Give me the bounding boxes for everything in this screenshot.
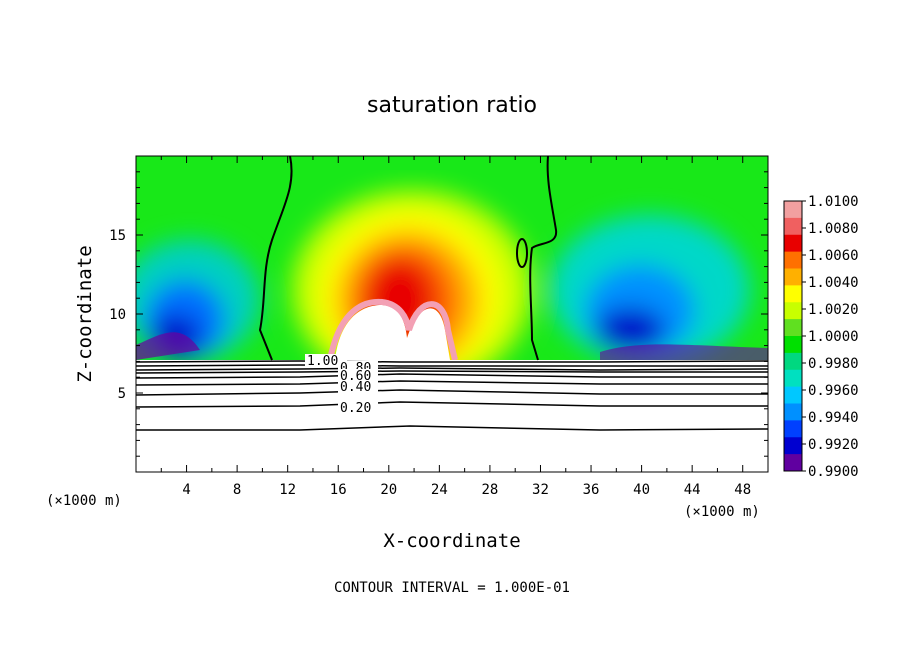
colorbar-segment [784, 369, 802, 388]
colorbar-label: 1.0100 [808, 194, 859, 210]
colorbar-segment [784, 403, 802, 421]
x-unit-right: (×1000 m) [684, 504, 760, 520]
colorbar-segment [784, 234, 802, 253]
colorbar: 1.0100 1.0080 1.0060 1.0040 1.0020 1.0000 0.99… [783, 194, 859, 480]
x-tick-label: 4 [182, 482, 190, 498]
colorbar-label: 0.9960 [808, 383, 859, 399]
contour-label-1: 1.00 [307, 354, 338, 369]
colorbar-label: 1.0040 [808, 275, 859, 291]
contour-line [136, 401, 768, 408]
contour-line [136, 373, 768, 379]
colorbar-segment [784, 352, 802, 371]
x-axis: 4 8 12 16 20 24 28 32 36 40 44 48 [160, 156, 751, 498]
x-tick-label: 8 [233, 482, 241, 498]
plume-gap-edge [327, 298, 458, 361]
contour-interval-label: CONTOUR INTERVAL = 1.000E-01 [334, 580, 570, 596]
saturation-contour-right [529, 156, 558, 361]
colorbar-segment [784, 251, 802, 269]
contour-label-bg [338, 369, 378, 382]
x-tick-label: 40 [633, 482, 650, 498]
x-tick-label: 12 [279, 482, 296, 498]
colorbar-label: 0.9940 [808, 410, 859, 426]
contour-lines [136, 360, 768, 431]
saturation-contour-island [516, 238, 528, 268]
contour-label-4: 0.40 [340, 380, 371, 395]
colorbar-label: 1.0020 [808, 302, 859, 318]
y-axis: 5 10 15 [109, 171, 768, 457]
colorbar-segment [784, 319, 802, 337]
y-tick-label: 5 [118, 386, 126, 402]
colorbar-segment [784, 420, 802, 438]
colorbar-segment [784, 302, 802, 320]
plume-gap-white [335, 305, 450, 360]
contour-label-bg [338, 380, 378, 393]
x-tick-label: 28 [481, 482, 498, 498]
y-tick-label: 15 [109, 228, 126, 244]
colorbar-label: 1.0060 [808, 248, 859, 264]
x-tick-label: 24 [431, 482, 448, 498]
saturation-contour-left [258, 156, 293, 361]
x-tick-label: 20 [380, 482, 397, 498]
colorbar-label: 1.0080 [808, 221, 859, 237]
x-tick-label: 36 [583, 482, 600, 498]
blob-right-darkblue [595, 308, 665, 352]
base-purple-right [600, 344, 768, 360]
x-axis-label: X-coordinate [383, 530, 520, 552]
colorbar-label: 0.9900 [808, 464, 859, 480]
colorbar-segment [784, 386, 802, 404]
contour-label-bg [338, 401, 378, 414]
colorbar-label: 0.9920 [808, 437, 859, 453]
colorbar-label: 1.0000 [808, 329, 859, 345]
saturation-field [136, 156, 768, 390]
contour-line [136, 370, 768, 374]
y-tick-label: 10 [109, 307, 126, 323]
colorbar-segment [784, 437, 802, 455]
contour-line [136, 364, 768, 367]
plot-area: 1.00 0.80 0.60 0.40 0.20 [136, 156, 768, 472]
field-blobs [136, 190, 750, 390]
contour-line [136, 367, 768, 371]
contour-line [136, 360, 768, 363]
colorbar-segment [784, 217, 802, 236]
x-tick-label: 32 [532, 482, 549, 498]
colorbar-segment [784, 336, 802, 354]
x-tick-label: 48 [734, 482, 751, 498]
contour-label-group: 1.00 0.80 0.60 0.40 0.20 [305, 354, 378, 416]
contour-label-5: 0.20 [340, 401, 371, 416]
colorbar-label: 0.9980 [808, 356, 859, 372]
colorbar-segment [784, 268, 802, 286]
contour-label-bg [305, 354, 347, 367]
colorbar-segment [784, 454, 802, 472]
lower-region [136, 360, 768, 472]
y-axis-label: Z-coordinate [74, 245, 96, 382]
x-unit-left: (×1000 m) [46, 493, 122, 509]
contour-line [136, 425, 768, 431]
colorbar-segment [784, 285, 802, 303]
x-tick-label: 44 [684, 482, 701, 498]
base-purple-left [136, 332, 200, 360]
chart-title: saturation ratio [367, 93, 537, 118]
contour-line [136, 389, 768, 396]
x-tick-label: 16 [330, 482, 347, 498]
contour-line [136, 380, 768, 386]
colorbar-segment [784, 201, 802, 219]
